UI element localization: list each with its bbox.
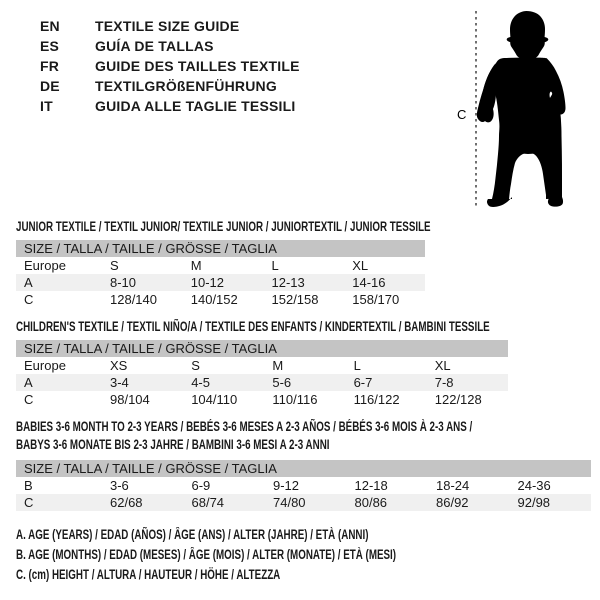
svg-text:C: C	[457, 107, 466, 122]
